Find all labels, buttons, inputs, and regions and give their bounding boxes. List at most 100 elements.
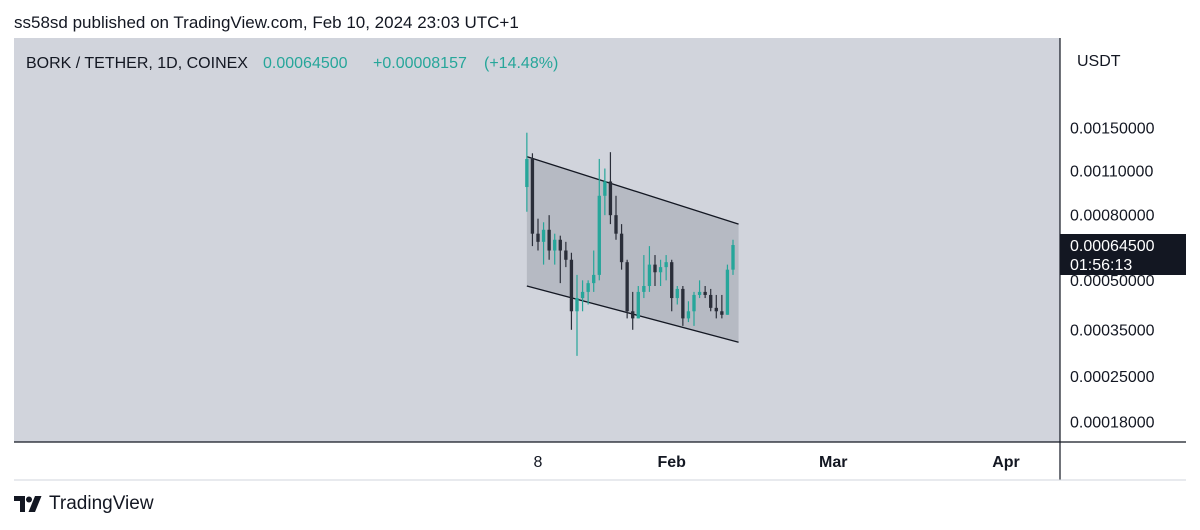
x-tick-label: Apr xyxy=(992,454,1020,471)
candle-body xyxy=(653,264,657,273)
current-price-label-background xyxy=(1060,234,1186,275)
candle xyxy=(530,153,535,247)
candle xyxy=(580,280,585,312)
x-tick-label: 8 xyxy=(534,454,543,471)
candle-body xyxy=(525,158,529,188)
tradingview-brand: TradingView xyxy=(49,493,154,514)
candle xyxy=(614,195,618,240)
candle-body xyxy=(647,264,652,286)
candle-body xyxy=(692,294,696,312)
candle-body xyxy=(631,311,635,319)
legend-change: +0.00008157 xyxy=(373,55,467,72)
candle xyxy=(725,264,730,315)
candle xyxy=(631,291,635,330)
candle xyxy=(541,222,546,265)
candle-body xyxy=(575,298,579,312)
candle xyxy=(703,285,707,299)
y-tick-label: 0.00018000 xyxy=(1070,415,1155,432)
candle xyxy=(608,152,613,225)
candle xyxy=(714,294,718,319)
candle xyxy=(603,168,607,216)
candle-body xyxy=(597,195,601,275)
candle xyxy=(525,132,529,212)
candle xyxy=(569,252,574,330)
candle-body xyxy=(686,311,691,319)
current-price-value: 0.00064500 xyxy=(1070,238,1155,255)
time-axis-background xyxy=(14,442,1060,480)
candle xyxy=(647,246,652,292)
current-price-label: 0.00064500 01:56:13 xyxy=(1060,234,1186,275)
candle xyxy=(670,259,674,312)
candle xyxy=(575,274,579,356)
candle-body xyxy=(720,311,724,315)
candle xyxy=(675,285,679,305)
y-tick-label: 0.00110000 xyxy=(1070,164,1153,181)
candle xyxy=(547,215,551,260)
published-caption: ss58sd published on TradingView.com, Feb… xyxy=(14,13,519,32)
candle xyxy=(553,233,557,265)
candle xyxy=(681,285,685,326)
x-ticks: 8 Feb Mar Apr xyxy=(534,454,1020,471)
candle xyxy=(564,241,568,268)
y-tick-label: 0.00080000 xyxy=(1070,208,1155,225)
candle xyxy=(597,158,601,281)
candle-body xyxy=(558,239,562,251)
candle-body xyxy=(586,283,590,292)
candle-body xyxy=(614,215,618,234)
candle xyxy=(692,291,696,326)
candle-body xyxy=(697,291,702,295)
candle-body xyxy=(664,262,668,268)
bar-countdown: 01:56:13 xyxy=(1070,257,1132,274)
candle-body xyxy=(703,291,707,295)
candle-body xyxy=(536,233,540,242)
candle-body xyxy=(580,291,585,299)
candle-body xyxy=(553,239,557,251)
candle xyxy=(697,280,702,299)
candle xyxy=(536,218,540,251)
x-tick-label: Feb xyxy=(657,454,686,471)
candle-body xyxy=(681,288,685,319)
candle-body xyxy=(603,181,607,196)
chart-legend: BORK / TETHER, 1D, COINEX 0.00064500 +0.… xyxy=(26,55,558,72)
candle-body xyxy=(625,262,629,312)
y-tick-label: 0.00025000 xyxy=(1070,369,1155,386)
candle xyxy=(709,288,713,312)
tradingview-logo-icon xyxy=(14,496,42,512)
candle xyxy=(664,255,668,281)
candle-body xyxy=(670,262,674,299)
candle-body xyxy=(658,267,663,273)
candle xyxy=(592,250,596,292)
candle xyxy=(636,285,640,319)
candle-body xyxy=(564,250,568,260)
candle-body xyxy=(642,285,646,292)
candle-body xyxy=(731,245,735,270)
candle-body xyxy=(541,229,546,242)
candle-body xyxy=(725,269,730,315)
candle-body xyxy=(547,229,551,251)
y-tick-label: 0.00035000 xyxy=(1070,322,1155,339)
candle xyxy=(619,224,624,270)
footer: TradingView xyxy=(14,491,154,517)
legend-change-percent: (+14.48%) xyxy=(484,55,558,72)
corner-background xyxy=(1060,442,1186,480)
y-tick-label: 0.00050000 xyxy=(1070,273,1155,290)
candle-body xyxy=(608,181,613,216)
channel-upper-line xyxy=(526,156,739,225)
channel-fill xyxy=(526,156,739,343)
candle xyxy=(586,280,590,305)
y-ticks: 0.00150000 0.00110000 0.00080000 0.00050000… xyxy=(1070,121,1155,432)
candle-body xyxy=(636,291,640,319)
candle xyxy=(625,259,629,319)
candle xyxy=(658,259,663,286)
candle-body xyxy=(714,307,718,312)
candle xyxy=(686,301,691,323)
legend-price: 0.00064500 xyxy=(263,55,348,72)
candle xyxy=(653,255,657,286)
y-tick-label: 0.00150000 xyxy=(1070,121,1155,138)
x-tick-label: Mar xyxy=(819,454,847,471)
candle-body xyxy=(530,158,535,234)
currency-unit-button[interactable]: USDT xyxy=(1065,45,1179,79)
candle-body xyxy=(709,294,713,308)
candle xyxy=(558,235,562,284)
